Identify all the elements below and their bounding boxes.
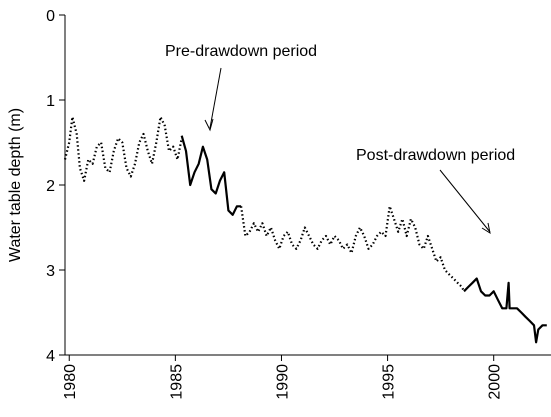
arrow [209, 67, 222, 129]
x-tick-label: 1995 [381, 364, 398, 400]
y-tick-label: 3 [46, 263, 55, 280]
annotation: Pre-drawdown period [165, 43, 317, 60]
y-tick-label: 4 [46, 348, 55, 365]
x-tick-label: 1985 [168, 364, 185, 400]
data-line [180, 135, 242, 216]
data-line [463, 277, 547, 344]
y-axis-label: Water table depth (m) [7, 108, 24, 262]
arrow-head [204, 118, 214, 132]
x-tick-label: 2000 [487, 364, 504, 400]
arrow [439, 169, 491, 233]
x-tick-label: 1980 [62, 364, 79, 400]
annotation: Post-drawdown period [356, 147, 515, 164]
arrow-head [481, 222, 491, 235]
data-line [240, 205, 465, 292]
y-tick-label: 2 [46, 178, 55, 195]
y-tick-label: 0 [46, 8, 55, 25]
y-tick-label: 1 [46, 93, 55, 110]
data-line [63, 115, 183, 182]
x-tick-label: 1990 [274, 364, 291, 400]
